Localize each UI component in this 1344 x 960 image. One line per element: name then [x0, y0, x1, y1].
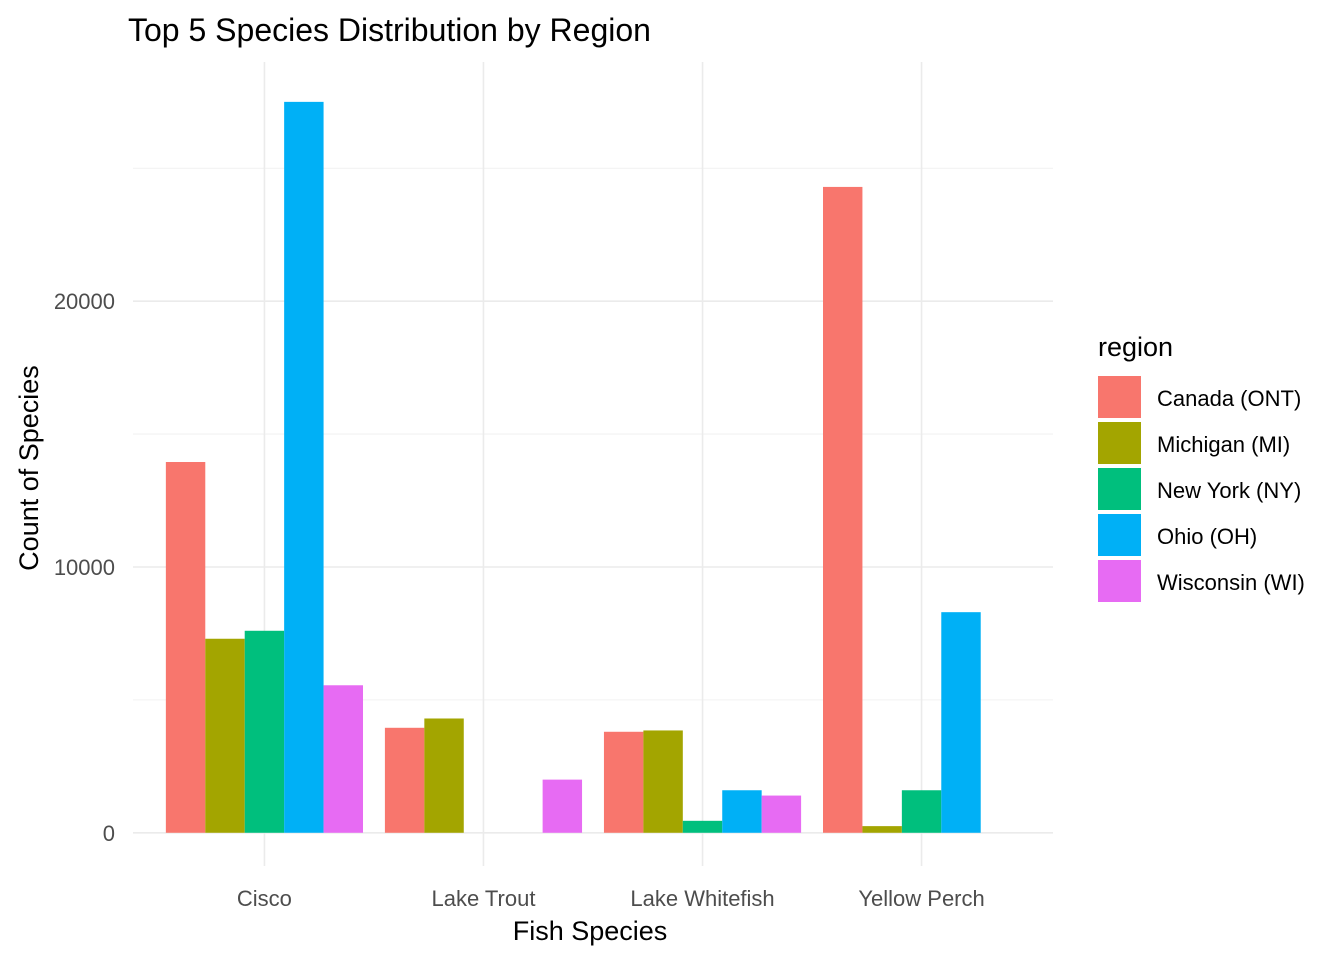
bar-ohio-oh-yellow-perch [941, 612, 981, 833]
legend: region Canada (ONT) Michigan (MI) New York… [1098, 332, 1305, 602]
y-tick-label: 20000 [54, 289, 115, 314]
legend-title: region [1098, 332, 1173, 362]
chart-title: Top 5 Species Distribution by Region [128, 12, 651, 48]
bar-canada-ont-yellow-perch [823, 186, 863, 833]
x-tick-label: Cisco [237, 886, 292, 911]
bar-ohio-oh-cisco [284, 101, 324, 833]
bar-michigan-mi-lake-whitefish [643, 730, 683, 833]
legend-label: Ohio (OH) [1157, 524, 1257, 549]
bar-ohio-oh-lake-whitefish [722, 790, 762, 833]
bar-wisconsin-wi-lake-whitefish [761, 795, 802, 833]
x-tick-label: Lake Whitefish [630, 886, 774, 911]
bars [165, 101, 981, 833]
legend-key [1098, 514, 1141, 556]
y-axis-title: Count of Species [14, 365, 44, 571]
legend-key [1098, 560, 1141, 602]
x-tick-label: Lake Trout [431, 886, 535, 911]
bar-michigan-mi-lake-trout [424, 718, 464, 833]
legend-key [1098, 376, 1141, 418]
legend-key [1098, 422, 1141, 464]
bar-michigan-mi-yellow-perch [862, 826, 902, 833]
bar-michigan-mi-cisco [205, 638, 245, 833]
legend-key [1098, 468, 1141, 510]
legend-label: Wisconsin (WI) [1157, 570, 1305, 595]
legend-label: Michigan (MI) [1157, 432, 1290, 457]
x-axis-title: Fish Species [513, 916, 668, 946]
bar-canada-ont-lake-whitefish [603, 731, 644, 833]
bar-new-york-ny-cisco [244, 630, 285, 833]
x-axis-ticks: Cisco Lake Trout Lake Whitefish Yellow Perc… [237, 886, 985, 911]
bar-canada-ont-lake-trout [384, 727, 425, 833]
legend-label: Canada (ONT) [1157, 386, 1301, 411]
bar-new-york-ny-yellow-perch [901, 790, 942, 833]
y-tick-label: 0 [103, 821, 115, 846]
y-tick-label: 10000 [54, 555, 115, 580]
bar-canada-ont-cisco [165, 462, 206, 833]
bar-new-york-ny-lake-whitefish [682, 820, 723, 833]
x-tick-label: Yellow Perch [858, 886, 984, 911]
legend-label: New York (NY) [1157, 478, 1301, 503]
bar-wisconsin-wi-lake-trout [542, 779, 583, 833]
y-axis-ticks: 0 10000 20000 [54, 289, 115, 846]
bar-wisconsin-wi-cisco [323, 685, 363, 833]
